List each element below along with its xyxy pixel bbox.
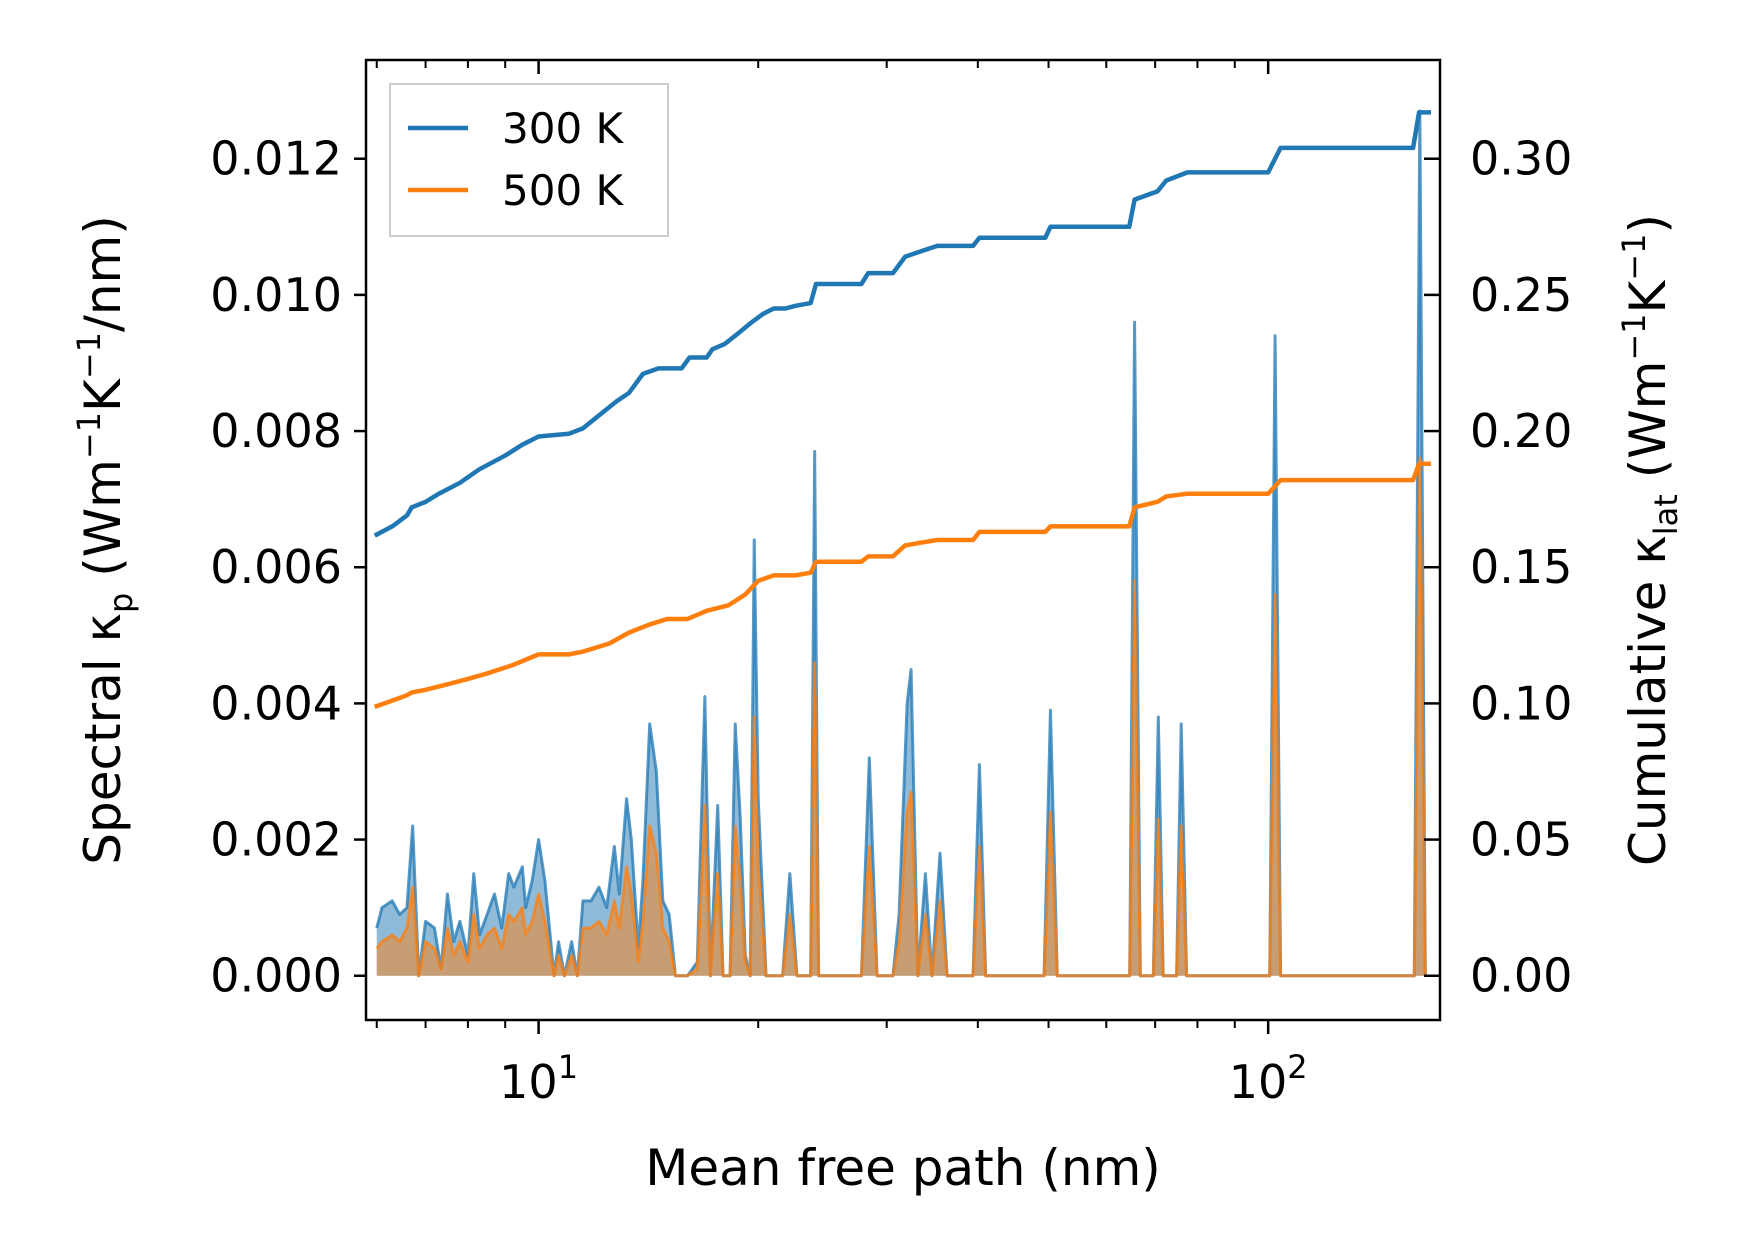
y-left-axis-label: Spectral κp (Wm−1K−1/nm) xyxy=(70,215,140,865)
y-right-tick-label: 0.25 xyxy=(1470,268,1572,322)
y-left-tick-label: 0.010 xyxy=(210,268,342,322)
y-right-tick-label: 0.10 xyxy=(1470,676,1572,730)
y-right-tick-label: 0.20 xyxy=(1470,404,1572,458)
series-lines xyxy=(373,110,1431,710)
y-right-tick-label: 0.15 xyxy=(1470,540,1572,594)
y-right-tick-label: 0.00 xyxy=(1470,949,1572,1003)
x-axis-label: Mean free path (nm) xyxy=(645,1139,1161,1197)
y-left-tick-label: 0.006 xyxy=(210,540,342,594)
y-right-tick-label: 0.30 xyxy=(1470,132,1572,186)
legend-box xyxy=(389,83,669,237)
x-tick-label: 102 xyxy=(1229,1048,1308,1109)
cumulative-line-500k xyxy=(373,461,1431,710)
y-left-tick-label: 0.004 xyxy=(210,676,342,730)
y-left-tick-label: 0.000 xyxy=(210,949,342,1003)
spectral-line-500k xyxy=(375,456,1427,978)
spectral-line-300k xyxy=(375,109,1427,978)
legend-entry-label: 500 K xyxy=(502,166,625,215)
legend-entry-label: 300 K xyxy=(502,104,625,153)
x-tick-label: 101 xyxy=(499,1048,578,1109)
cumulative-line-300k xyxy=(373,110,1431,538)
y-right-tick-label: 0.05 xyxy=(1470,813,1572,867)
plot-frame xyxy=(364,58,1442,1022)
y-left-tick-label: 0.008 xyxy=(210,404,342,458)
y-left-tick-label: 0.002 xyxy=(210,813,342,867)
legend: 300 K 500 K xyxy=(389,83,669,237)
y-left-tick-label: 0.012 xyxy=(210,132,342,186)
spectral-fills xyxy=(375,109,1427,978)
axis-ticks xyxy=(354,60,1440,1034)
axis-labels: 0.000 0.002 0.004 0.006 0.008 0.010 0.012 0.00 0… xyxy=(70,132,1685,1197)
y-right-axis-label: Cumulative κlat (Wm−1K−1) xyxy=(1615,214,1685,866)
